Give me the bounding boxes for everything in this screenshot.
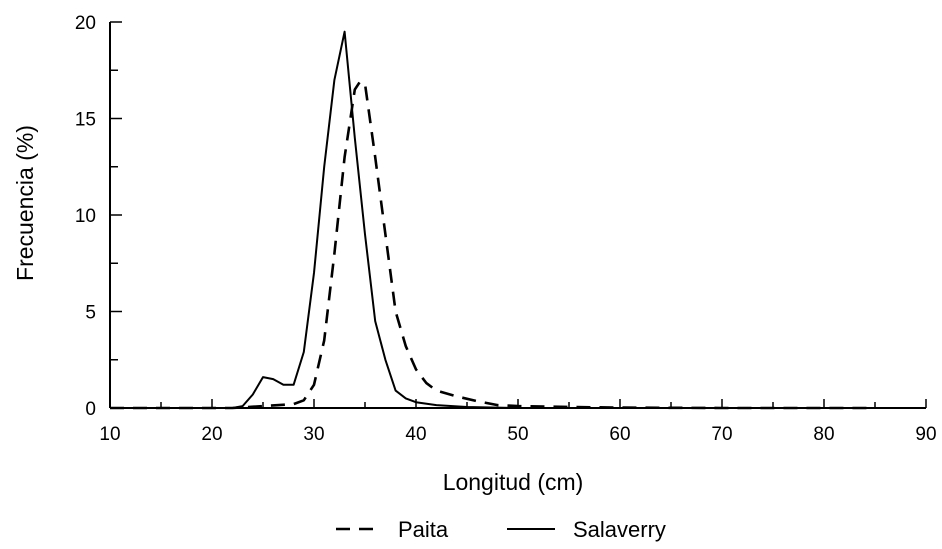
x-tick-label: 50 — [507, 424, 528, 445]
axes: 10 20 30 40 50 60 70 80 90 0 5 10 15 20 — [75, 13, 937, 445]
x-tick-label: 60 — [609, 424, 630, 445]
y-tick-label: 0 — [85, 399, 96, 420]
y-tick-label: 10 — [75, 206, 96, 227]
x-tick-label: 30 — [303, 424, 324, 445]
series-line-paita — [110, 80, 875, 410]
y-tick-label: 20 — [75, 13, 96, 34]
y-ticks: 0 5 10 15 20 — [75, 13, 122, 420]
x-tick-label: 40 — [405, 424, 426, 445]
x-axis-title: Longitud (cm) — [443, 469, 584, 495]
y-tick-label: 15 — [75, 110, 96, 131]
x-tick-label: 90 — [915, 424, 936, 445]
x-tick-label: 20 — [201, 424, 222, 445]
y-axis-title: Frecuencia (%) — [12, 125, 38, 281]
y-tick-label: 5 — [85, 303, 96, 324]
series-lines — [110, 30, 875, 410]
series-line-salaverry — [110, 30, 875, 409]
legend-label-salaverry: Salaverry — [573, 517, 666, 542]
x-tick-label: 10 — [99, 424, 120, 445]
legend: Paita Salaverry — [336, 517, 666, 542]
x-tick-label: 70 — [711, 424, 732, 445]
legend-label-paita: Paita — [398, 517, 449, 542]
x-tick-label: 80 — [813, 424, 834, 445]
x-ticks: 10 20 30 40 50 60 70 80 90 — [99, 399, 937, 445]
